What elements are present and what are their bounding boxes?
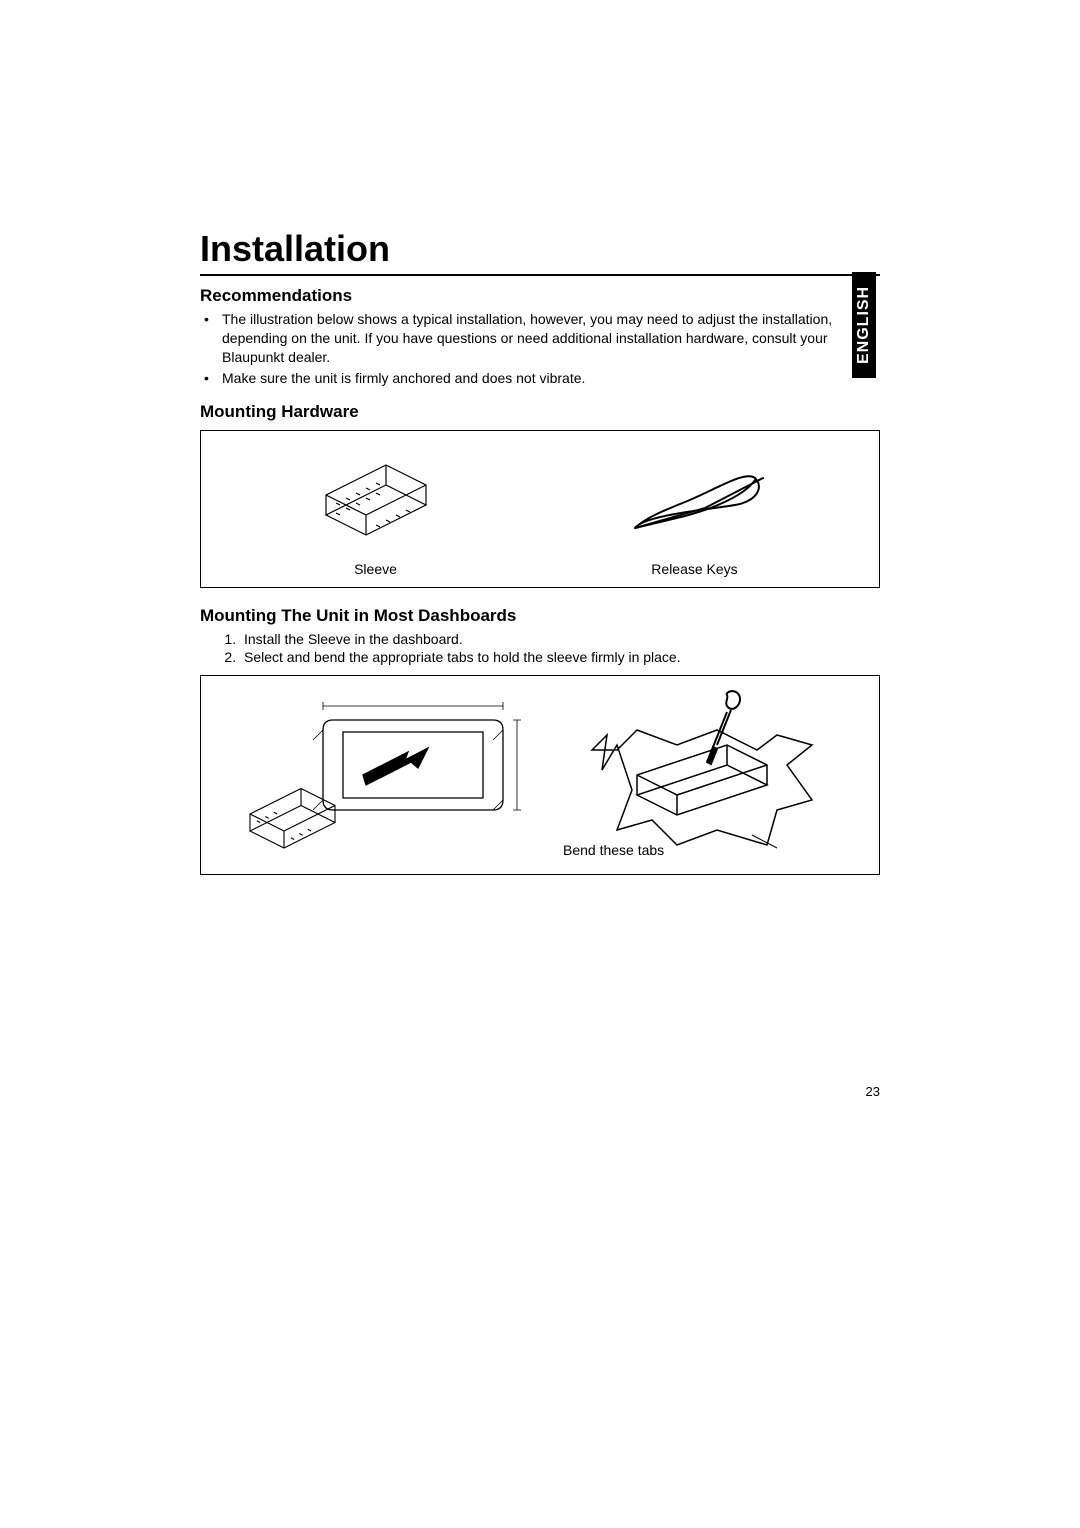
bend-tabs-panel: Bend these tabs <box>545 686 869 864</box>
sleeve-icon <box>306 455 446 545</box>
recommendations-heading: Recommendations <box>200 286 880 306</box>
sleeve-illustration <box>306 445 446 555</box>
page-title: Installation <box>200 228 880 276</box>
release-keys-illustration <box>615 445 775 555</box>
mounting-dashboard-heading: Mounting The Unit in Most Dashboards <box>200 606 880 626</box>
page-content: Installation Recommendations The illustr… <box>200 228 880 875</box>
insert-sleeve-icon <box>223 690 523 860</box>
sleeve-figure: Sleeve <box>306 445 446 577</box>
recommendation-item: The illustration below shows a typical i… <box>222 310 880 367</box>
release-keys-label: Release Keys <box>615 561 775 577</box>
recommendation-item: Make sure the unit is firmly anchored an… <box>222 369 880 388</box>
mounting-hardware-heading: Mounting Hardware <box>200 402 880 422</box>
mounting-hardware-figure: Sleeve Release Keys <box>200 430 880 588</box>
mounting-step: Install the Sleeve in the dashboard. <box>240 630 880 649</box>
release-keys-icon <box>615 460 775 540</box>
page-number: 23 <box>866 1084 880 1099</box>
bend-tabs-label: Bend these tabs <box>563 842 664 858</box>
sleeve-label: Sleeve <box>306 561 446 577</box>
mounting-step: Select and bend the appropriate tabs to … <box>240 648 880 667</box>
mounting-steps: Install the Sleeve in the dashboard. Sel… <box>200 630 880 668</box>
mounting-dashboard-figure: Bend these tabs <box>200 675 880 875</box>
insert-sleeve-panel <box>211 686 535 864</box>
language-tab: ENGLISH <box>852 272 876 378</box>
recommendations-list: The illustration below shows a typical i… <box>200 310 880 388</box>
bend-tabs-icon <box>577 690 837 860</box>
release-keys-figure: Release Keys <box>615 445 775 577</box>
